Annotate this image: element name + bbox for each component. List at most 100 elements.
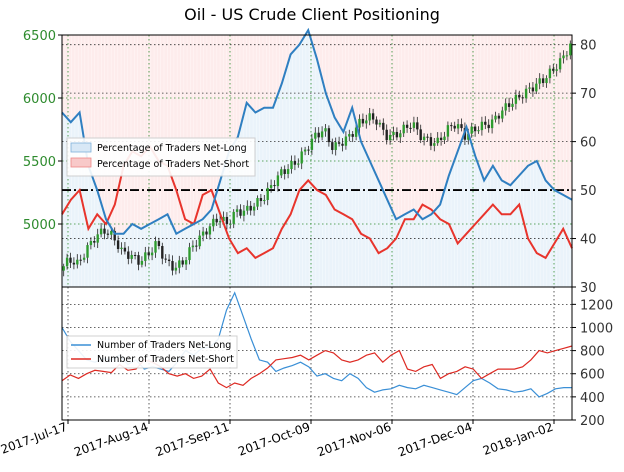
candle-body	[229, 223, 232, 225]
candle-body	[178, 260, 181, 268]
bottom-panel: 200 400 600 800 1000 1200 Number of Traders Ne…	[61, 286, 613, 429]
legend-label-net-long-pct: Percentage of Traders Net-Long	[97, 143, 247, 154]
left-tick-label: 6000	[23, 92, 56, 107]
candle-body	[127, 251, 130, 259]
top-legend: Percentage of Traders Net-Long Percentage…	[66, 137, 256, 177]
candle-body	[283, 169, 286, 174]
candle-body	[565, 55, 569, 57]
candle-body	[412, 122, 416, 128]
x-axis: 2017-Jul-17 2017-Aug-14 2017-Sep-11 2017-Oc…	[0, 420, 555, 460]
candle-body	[422, 136, 426, 141]
candle-body	[286, 169, 290, 174]
candle-body	[378, 122, 382, 125]
x-tick-label: 2017-Dec-04	[396, 420, 474, 460]
candle-body	[280, 169, 283, 176]
bottom-right-tick-label: 1200	[580, 298, 613, 313]
left-tick-label: 6500	[23, 29, 56, 44]
candle-body	[113, 230, 116, 241]
candle-body	[110, 230, 113, 235]
candle-body	[569, 43, 572, 56]
candle-body	[487, 124, 490, 129]
candle-body	[184, 260, 188, 265]
candle-body	[79, 259, 82, 261]
right-tick-label: 80	[580, 39, 597, 54]
candle-body	[531, 87, 535, 92]
candle-body	[201, 231, 205, 236]
candle-body	[314, 132, 317, 139]
top-panel: 30 40 50 60 70 80 5000 5500 6000 6500 Percentage o…	[23, 27, 597, 296]
x-tick-label: 2017-Jul-17	[0, 420, 69, 457]
candle-body	[147, 252, 150, 256]
candle-body	[174, 267, 178, 271]
candle-body	[62, 266, 65, 271]
candle-body	[76, 259, 79, 265]
candle-body	[358, 118, 361, 128]
candle-body	[528, 87, 531, 89]
legend-label-count-long: Number of Traders Net-Long	[97, 340, 231, 351]
candle-body	[348, 134, 351, 137]
bottom-right-tick-label: 800	[580, 345, 605, 360]
candle-body	[157, 241, 161, 247]
candle-body	[235, 209, 239, 212]
candle-body	[538, 78, 541, 84]
candle-body	[521, 97, 524, 99]
candle-body	[351, 134, 354, 137]
net-long-line	[61, 27, 573, 236]
candle-body	[310, 138, 314, 150]
candle-body	[497, 115, 501, 119]
chart-title: Oil - US Crude Client Positioning	[184, 5, 440, 24]
candle-body	[130, 254, 133, 259]
candle-body	[524, 88, 528, 99]
right-tick-label: 70	[580, 87, 597, 102]
candle-body	[426, 136, 429, 138]
candle-body	[504, 103, 507, 111]
candle-body	[144, 252, 147, 261]
candle-body	[195, 245, 198, 247]
candle-body	[453, 125, 456, 129]
candle-body	[375, 119, 378, 125]
candle-body	[518, 94, 521, 98]
candle-body	[317, 132, 320, 138]
candle-body	[327, 128, 331, 143]
bottom-right-tick-label: 400	[580, 391, 605, 406]
x-tick-label: 2017-Sep-11	[154, 420, 231, 460]
candle-body	[507, 103, 511, 107]
candle-body	[191, 245, 195, 248]
candle-body	[473, 126, 477, 132]
candle-body	[484, 121, 487, 125]
candle-body	[297, 163, 300, 165]
candle-body	[154, 241, 157, 253]
candle-body	[477, 130, 480, 132]
candle-body	[232, 211, 235, 224]
bottom-frame	[61, 286, 573, 421]
legend-swatch-net-long-pct	[70, 142, 92, 153]
candle-body	[140, 260, 144, 265]
candle-body	[331, 142, 334, 150]
candle-body	[222, 216, 225, 222]
top-legend-box	[66, 137, 256, 177]
candle-body	[320, 131, 324, 138]
bottom-legend: Number of Traders Net-Long Number of Trad…	[66, 335, 238, 369]
candle-body	[290, 161, 293, 170]
candle-body	[337, 142, 341, 144]
candle-body	[511, 103, 514, 107]
candle-body	[103, 228, 106, 234]
candle-body	[419, 129, 422, 141]
candle-body	[439, 137, 443, 141]
candle-body	[86, 245, 89, 258]
candle-body	[82, 257, 86, 260]
right-tick-label: 40	[580, 233, 597, 248]
candle-body	[266, 187, 269, 200]
bottom-right-tick-label: 1000	[580, 321, 613, 336]
bottom-legend-box	[66, 335, 238, 369]
left-tick-label: 5500	[23, 155, 56, 170]
legend-label-count-short: Number of Traders Net-Short	[97, 354, 234, 365]
candle-body	[218, 221, 222, 223]
candle-body	[429, 137, 433, 146]
candle-body	[198, 235, 201, 247]
candle-body	[89, 241, 93, 246]
candle-body	[212, 218, 215, 227]
candle-body	[150, 252, 154, 256]
candle-body	[133, 254, 137, 256]
